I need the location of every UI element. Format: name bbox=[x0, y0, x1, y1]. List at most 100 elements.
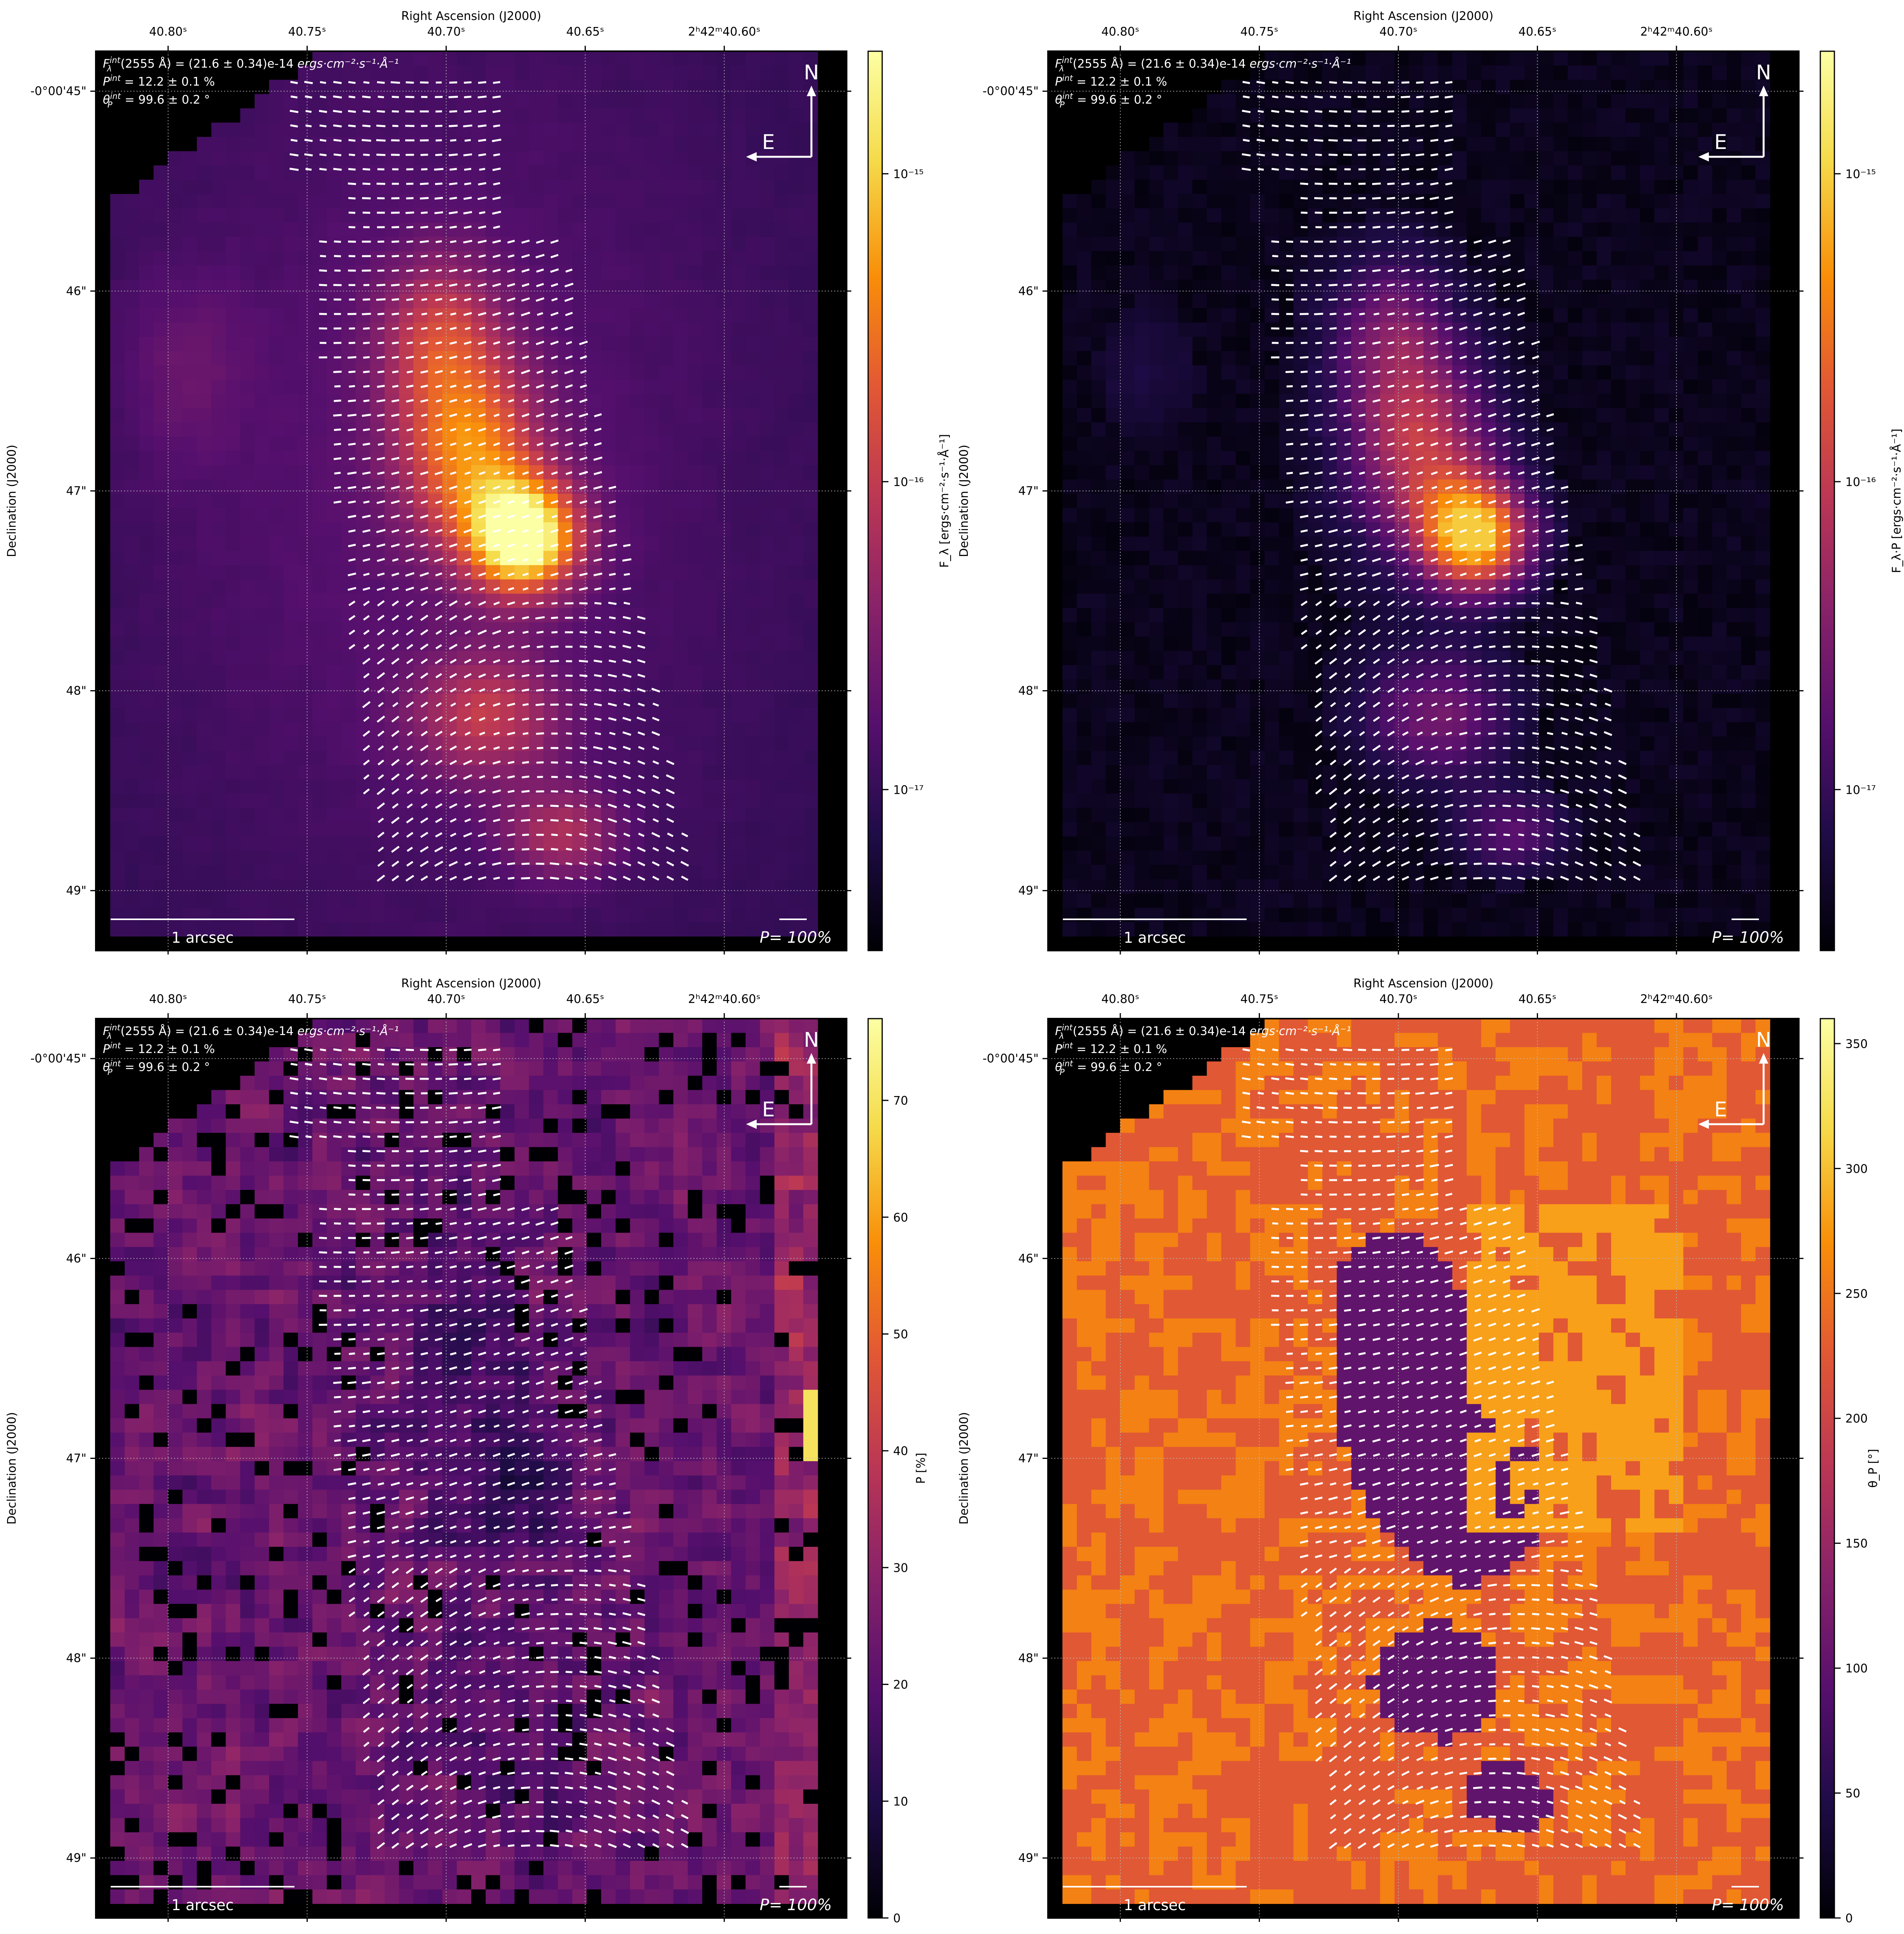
heatmap-cell bbox=[644, 194, 659, 209]
heatmap-cell bbox=[760, 65, 775, 80]
heatmap-cell bbox=[1640, 122, 1655, 137]
heatmap-cell bbox=[124, 750, 140, 765]
heatmap-cell bbox=[687, 465, 703, 480]
heatmap-cell bbox=[269, 622, 284, 637]
heatmap-cell bbox=[1683, 80, 1698, 95]
polarization-vector bbox=[464, 182, 472, 185]
heatmap-cell bbox=[1553, 137, 1568, 152]
heatmap-cell bbox=[1178, 251, 1193, 266]
heatmap-cell bbox=[1597, 65, 1611, 80]
heatmap-cell bbox=[124, 265, 140, 280]
heatmap-cell bbox=[355, 351, 371, 366]
heatmap-cell bbox=[731, 308, 746, 323]
heatmap-cell bbox=[139, 551, 154, 565]
heatmap-cell bbox=[298, 322, 313, 337]
heatmap-cell bbox=[168, 322, 183, 337]
heatmap-cell bbox=[255, 308, 269, 323]
heatmap-cell bbox=[168, 822, 183, 837]
heatmap-cell bbox=[1755, 265, 1770, 280]
heatmap-cell bbox=[1337, 251, 1351, 266]
heatmap-cell bbox=[153, 379, 169, 394]
heatmap-cell bbox=[1712, 194, 1727, 209]
polarization-vector bbox=[406, 327, 413, 330]
heatmap-cell bbox=[1654, 222, 1669, 237]
heatmap-cell bbox=[1366, 165, 1380, 180]
y-axis-label: Declination (J2000) bbox=[5, 445, 19, 557]
polarization-vector bbox=[580, 746, 587, 750]
heatmap-cell bbox=[659, 308, 674, 323]
heatmap-cell bbox=[255, 422, 269, 437]
heatmap-cell bbox=[471, 165, 486, 180]
heatmap-cell bbox=[1409, 251, 1424, 266]
heatmap-cell bbox=[1409, 322, 1424, 337]
heatmap-cell bbox=[182, 265, 197, 280]
heatmap-cell bbox=[1091, 222, 1106, 237]
heatmap-cell bbox=[774, 636, 789, 651]
heatmap-cell bbox=[1250, 294, 1265, 309]
heatmap-cell bbox=[616, 351, 630, 366]
heatmap-cell bbox=[1683, 265, 1698, 280]
heatmap-cell bbox=[587, 265, 601, 280]
heatmap-cell bbox=[529, 522, 544, 537]
heatmap-cell bbox=[269, 151, 284, 166]
heatmap-cell bbox=[399, 636, 414, 651]
heatmap-cell bbox=[240, 237, 255, 251]
heatmap-cell bbox=[1279, 222, 1294, 237]
heatmap-cell bbox=[240, 151, 255, 166]
heatmap-cell bbox=[110, 379, 125, 394]
heatmap-cell bbox=[442, 179, 457, 194]
polarization-vector bbox=[465, 327, 471, 330]
heatmap-cell bbox=[1163, 251, 1178, 266]
heatmap-cell bbox=[399, 579, 414, 594]
heatmap-cell bbox=[1539, 322, 1554, 337]
heatmap-cell bbox=[284, 522, 298, 537]
heatmap-cell bbox=[327, 793, 342, 808]
heatmap-cell bbox=[760, 108, 775, 123]
heatmap-cell bbox=[384, 908, 399, 922]
heatmap-cell bbox=[702, 122, 717, 137]
heatmap-cell bbox=[269, 179, 284, 194]
heatmap-cell bbox=[659, 708, 674, 723]
heatmap-cell bbox=[327, 165, 342, 180]
heatmap-cell bbox=[240, 822, 255, 837]
heatmap-cell bbox=[774, 579, 789, 594]
heatmap-cell bbox=[803, 865, 818, 880]
heatmap-cell bbox=[139, 408, 154, 423]
heatmap-cell bbox=[341, 308, 356, 323]
heatmap-cell bbox=[384, 151, 399, 166]
heatmap-cell bbox=[687, 693, 703, 708]
heatmap-cell bbox=[1726, 80, 1741, 95]
heatmap-cell bbox=[1481, 80, 1496, 95]
heatmap-cell bbox=[211, 908, 226, 922]
heatmap-cell bbox=[139, 365, 154, 380]
heatmap-cell bbox=[485, 594, 501, 608]
polarization-vector bbox=[594, 732, 601, 736]
heatmap-cell bbox=[500, 51, 515, 66]
heatmap-cell bbox=[1250, 208, 1265, 223]
polarization-vector bbox=[333, 414, 342, 417]
heatmap-cell bbox=[1308, 179, 1323, 194]
heatmap-cell bbox=[124, 608, 140, 623]
heatmap-cell bbox=[616, 208, 630, 223]
heatmap-cell bbox=[139, 765, 154, 780]
heatmap-cell bbox=[1510, 122, 1525, 137]
heatmap-cell bbox=[644, 665, 659, 680]
heatmap-cell bbox=[413, 893, 428, 908]
heatmap-cell bbox=[1322, 165, 1337, 180]
heatmap-cell bbox=[269, 608, 284, 623]
heatmap-cell bbox=[1236, 151, 1251, 166]
heatmap-cell bbox=[1510, 137, 1525, 152]
heatmap-cell bbox=[255, 465, 269, 480]
heatmap-cell bbox=[1366, 65, 1380, 80]
heatmap-cell bbox=[644, 294, 659, 309]
heatmap-cell bbox=[572, 194, 587, 209]
heatmap-cell bbox=[226, 280, 240, 294]
heatmap-cell bbox=[702, 379, 717, 394]
heatmap-cell bbox=[601, 237, 616, 251]
heatmap-cell bbox=[399, 122, 414, 137]
heatmap-cell bbox=[226, 679, 240, 694]
heatmap-cell bbox=[298, 308, 313, 323]
heatmap-cell bbox=[428, 636, 443, 651]
heatmap-cell bbox=[1192, 294, 1207, 309]
heatmap-cell bbox=[789, 779, 804, 794]
